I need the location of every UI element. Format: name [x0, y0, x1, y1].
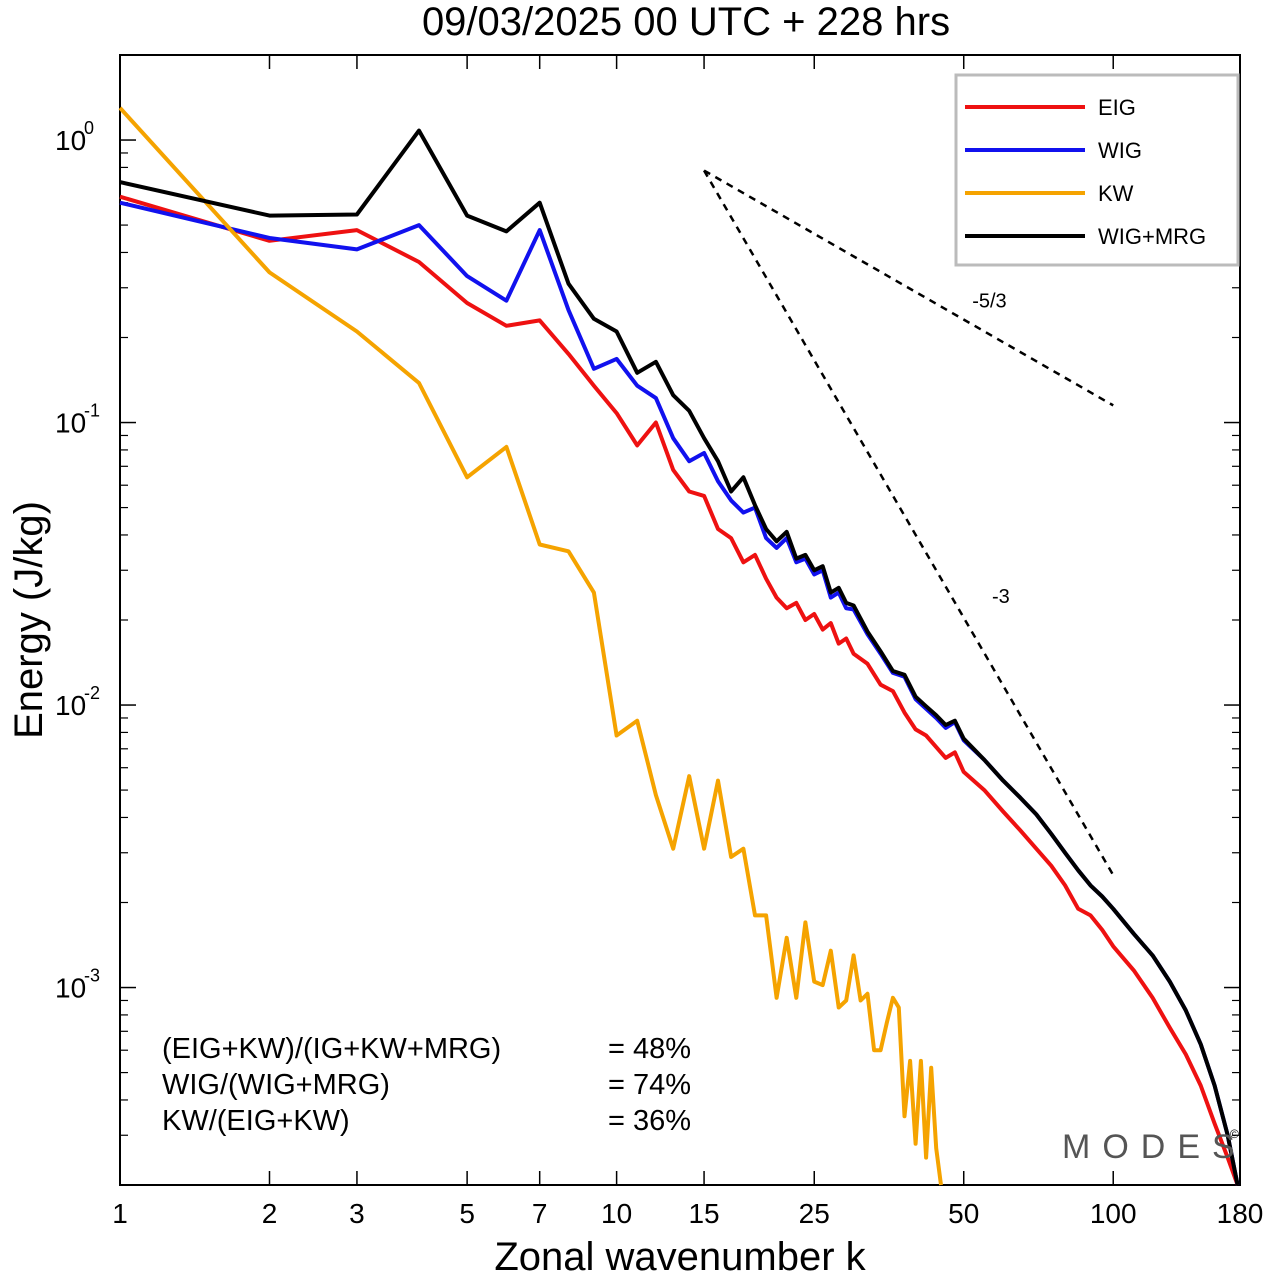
ratio-value-2: = 36% — [608, 1105, 691, 1137]
series-lines — [118, 106, 1240, 1186]
slope-line-1 — [702, 169, 1115, 876]
x-tick-label-9: 100 — [1090, 1198, 1137, 1229]
ratio-label-0: (EIG+KW)/(IG+KW+MRG) — [162, 1033, 501, 1065]
watermark: MODES — [1062, 1128, 1247, 1166]
ratio-value-1: = 74% — [608, 1069, 691, 1101]
copyright-mark: © — [1230, 1127, 1239, 1141]
y-tick-exp-0: 0 — [84, 118, 94, 138]
legend-label-2: KW — [1098, 181, 1134, 206]
x-tick-label-3: 5 — [459, 1198, 475, 1229]
x-tick-label-7: 25 — [799, 1198, 830, 1229]
x-tick-label-0: 1 — [112, 1198, 128, 1229]
legend: EIG WIG KW WIG+MRG — [954, 73, 1240, 267]
ratio-value-0: = 48% — [608, 1033, 691, 1065]
chart-title: 09/03/2025 00 UTC + 228 hrs — [422, 0, 950, 44]
legend-label-0: EIG — [1098, 95, 1136, 120]
y-tick-exp-2: -2 — [84, 683, 100, 703]
x-tick-label-4: 7 — [532, 1198, 548, 1229]
y-tick-exp-1: -1 — [84, 401, 100, 421]
reference-slopes: -5/3 -3 — [702, 169, 1115, 876]
y-axis-label: Energy (J/kg) — [7, 501, 51, 739]
y-tick-label-3: 10 — [55, 973, 86, 1004]
x-tick-label-8: 50 — [948, 1198, 979, 1229]
legend-label-1: WIG — [1098, 138, 1142, 163]
x-tick-label-10: 180 — [1217, 1198, 1264, 1229]
y-tick-label-1: 10 — [55, 408, 86, 439]
series-line-eig — [119, 194, 1240, 1186]
x-tick-label-2: 3 — [349, 1198, 365, 1229]
slope-label-0: -5/3 — [972, 291, 1006, 313]
ratio-label-2: KW/(EIG+KW) — [162, 1105, 350, 1137]
slope-label-1: -3 — [992, 586, 1010, 608]
ratio-label-1: WIG/(WIG+MRG) — [162, 1069, 390, 1101]
ratio-annotations: (EIG+KW)/(IG+KW+MRG) = 48% WIG/(WIG+MRG) = … — [162, 1033, 691, 1137]
series-line-kw — [118, 106, 943, 1186]
slope-line-0 — [703, 169, 1114, 407]
x-tick-label-1: 2 — [262, 1198, 278, 1229]
legend-label-3: WIG+MRG — [1098, 224, 1206, 249]
y-tick-label-0: 10 — [55, 125, 86, 156]
y-tick-exp-3: -3 — [84, 966, 100, 986]
x-axis-label: Zonal wavenumber k — [494, 1235, 866, 1279]
x-tick-label-6: 15 — [688, 1198, 719, 1229]
series-line-wig-mrg — [119, 128, 1240, 1186]
y-tick-label-2: 10 — [55, 690, 86, 721]
x-tick-label-5: 10 — [601, 1198, 632, 1229]
